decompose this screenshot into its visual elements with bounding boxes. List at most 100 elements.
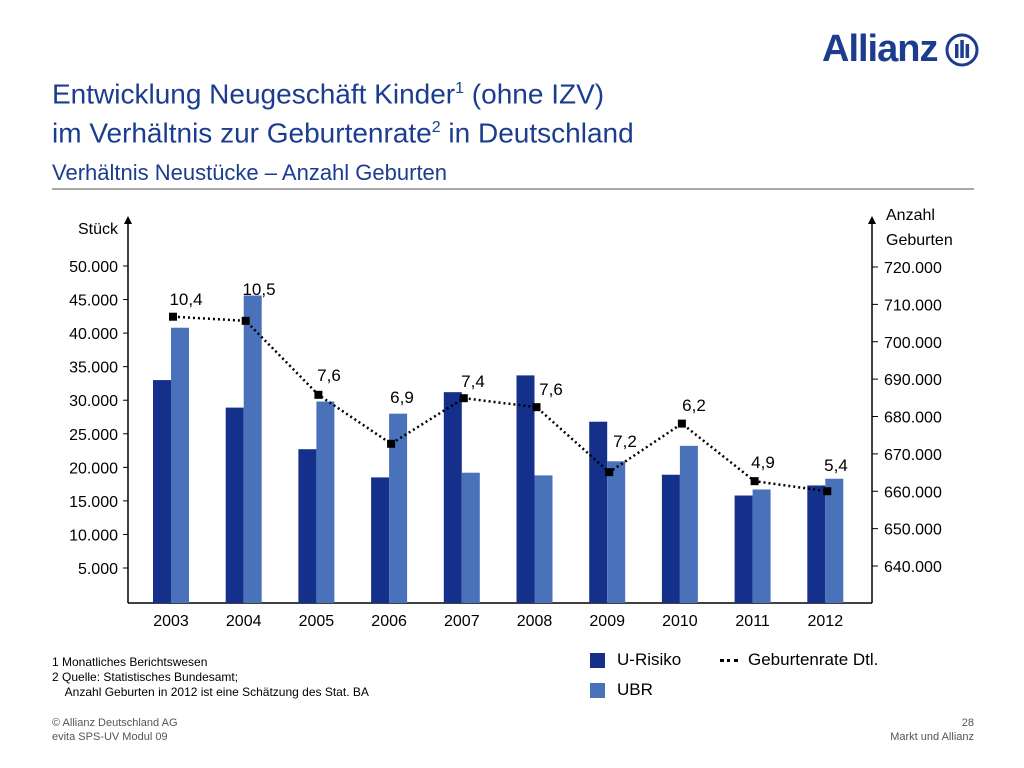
divider (52, 188, 974, 190)
bar-ubr (316, 401, 335, 603)
chart-subtitle: Verhältnis Neustücke – Anzahl Geburten (52, 160, 448, 185)
bar-ubr (752, 489, 771, 603)
footnote-2-continued: Anzahl Geburten in 2012 ist eine Schätzu… (52, 685, 369, 699)
geburtenrate-marker (387, 439, 396, 448)
module-name: evita SPS-UV Modul 09 (52, 731, 168, 743)
bar-ubr (534, 475, 553, 603)
left-axis-tick-label: 10.000 (69, 527, 118, 544)
left-axis-tick-label: 25.000 (69, 427, 118, 444)
geburtenrate-data-label: 7,2 (613, 432, 637, 451)
footnotes: 1 Monatliches Berichtswesen 2 Quelle: St… (52, 655, 369, 700)
title-line-2: im Verhältnis zur Geburtenrate2 in Deuts… (52, 117, 634, 149)
geburtenrate-data-label: 7,6 (539, 380, 563, 399)
section-name: Markt und Allianz (890, 731, 974, 743)
x-axis-tick-label: 2007 (444, 613, 480, 630)
legend-label-ubr: UBR (617, 680, 653, 699)
bar-ubr (389, 413, 408, 603)
footer-left: © Allianz Deutschland AG evita SPS-UV Mo… (52, 716, 178, 744)
page-title: Entwicklung Neugeschäft Kinder1 (ohne IZ… (52, 72, 634, 151)
right-axis-tick-label: 660.000 (884, 484, 942, 501)
left-axis-tick-label: 30.000 (69, 393, 118, 410)
bar-u-risiko (516, 375, 535, 603)
bar-u-risiko (443, 392, 462, 603)
geburtenrate-data-label: 10,4 (169, 290, 202, 309)
right-axis-tick-label: 720.000 (884, 260, 942, 277)
x-axis-tick-label: 2012 (808, 613, 844, 630)
legend-item-u-risiko: U-Risiko (590, 650, 681, 670)
geburtenrate-marker (532, 403, 541, 412)
right-axis-tick-label: 690.000 (884, 372, 942, 389)
bar-u-risiko (225, 407, 244, 603)
geburtenrate-marker (241, 316, 250, 325)
right-axis-tick-label: 710.000 (884, 297, 942, 314)
x-axis-tick-label: 2008 (517, 613, 553, 630)
right-axis-tick-label: 680.000 (884, 410, 942, 427)
legend-label-geburtenrate: Geburtenrate Dtl. (748, 650, 879, 669)
left-axis-tick-label: 5.000 (78, 561, 118, 578)
title-line-1: Entwicklung Neugeschäft Kinder1 (ohne IZ… (52, 78, 605, 110)
x-axis-tick-label: 2010 (662, 613, 698, 630)
left-axis-tick-label: 45.000 (69, 293, 118, 310)
legend-label-u-risiko: U-Risiko (617, 650, 682, 669)
allianz-eagle-icon (945, 33, 979, 66)
right-axis-tick-label: 650.000 (884, 522, 942, 539)
bar-u-risiko (734, 495, 753, 603)
legend-dotted-line-icon (720, 658, 738, 662)
x-axis-tick-label: 2005 (299, 613, 335, 630)
geburtenrate-marker (750, 477, 759, 486)
copyright: © Allianz Deutschland AG (52, 717, 178, 729)
chart: Stück Anzahl Geburten 5.000 10.000 15.000 20.0… (69, 207, 953, 630)
x-axis-tick-label: 2006 (371, 613, 407, 630)
bar-ubr (825, 478, 844, 603)
geburtenrate-data-label: 10,5 (242, 280, 275, 299)
footnote-2: 2 Quelle: Statistisches Bundesamt; (52, 670, 239, 684)
bar-u-risiko (298, 449, 317, 603)
x-axis-tick-label: 2004 (226, 613, 262, 630)
geburtenrate-data-label: 6,9 (390, 388, 414, 407)
left-axis-tick-label: 20.000 (69, 460, 118, 477)
legend-item-geburtenrate: Geburtenrate Dtl. (720, 650, 878, 670)
bar-ubr (171, 327, 189, 603)
bar-ubr (461, 472, 480, 603)
right-axis-arrow-icon (868, 216, 876, 224)
allianz-logo: Allianz (822, 28, 979, 71)
bar-ubr (243, 295, 262, 603)
bar-u-risiko (153, 380, 171, 603)
geburtenrate-marker (677, 419, 686, 428)
geburtenrate-marker (605, 468, 614, 477)
legend-swatch-u-risiko (590, 652, 605, 668)
bar-u-risiko (589, 421, 608, 603)
footer-right: 28 Markt und Allianz (890, 716, 974, 744)
legend-item-ubr: UBR (590, 680, 653, 700)
left-axis-tick-label: 50.000 (69, 259, 118, 276)
footnote-1: 1 Monatliches Berichtswesen (52, 655, 208, 669)
bar-u-risiko (371, 477, 390, 603)
left-axis-tick-label: 15.000 (69, 494, 118, 511)
left-axis-title: Stück (78, 221, 119, 238)
geburtenrate-line (172, 315, 828, 493)
bar-u-risiko (807, 485, 826, 603)
geburtenrate-marker (459, 394, 468, 403)
geburtenrate-data-label: 4,9 (751, 453, 775, 472)
left-axis-tick-label: 35.000 (69, 360, 118, 377)
right-axis-title-line-1: Anzahl (886, 207, 935, 224)
geburtenrate-data-label: 5,4 (824, 456, 848, 475)
bar-ubr (607, 461, 626, 603)
geburtenrate-data-label: 6,2 (682, 396, 706, 415)
right-axis-tick-label: 700.000 (884, 335, 942, 352)
x-axis-tick-label: 2003 (153, 613, 189, 630)
bar-u-risiko (661, 474, 680, 603)
geburtenrate-data-label: 7,6 (317, 366, 341, 385)
left-axis-tick-label: 40.000 (69, 326, 118, 343)
x-axis-tick-label: 2011 (735, 613, 770, 630)
logo-text: Allianz (822, 28, 938, 70)
page-number: 28 (961, 717, 974, 729)
right-axis-tick-label: 670.000 (884, 447, 942, 464)
right-axis-title-line-2: Geburten (886, 232, 953, 249)
bar-ubr (679, 445, 698, 603)
legend-swatch-ubr (590, 682, 605, 698)
geburtenrate-marker (169, 312, 177, 321)
right-axis-tick-label: 640.000 (884, 559, 942, 576)
left-axis-arrow-icon (124, 216, 132, 224)
geburtenrate-marker (823, 487, 832, 496)
